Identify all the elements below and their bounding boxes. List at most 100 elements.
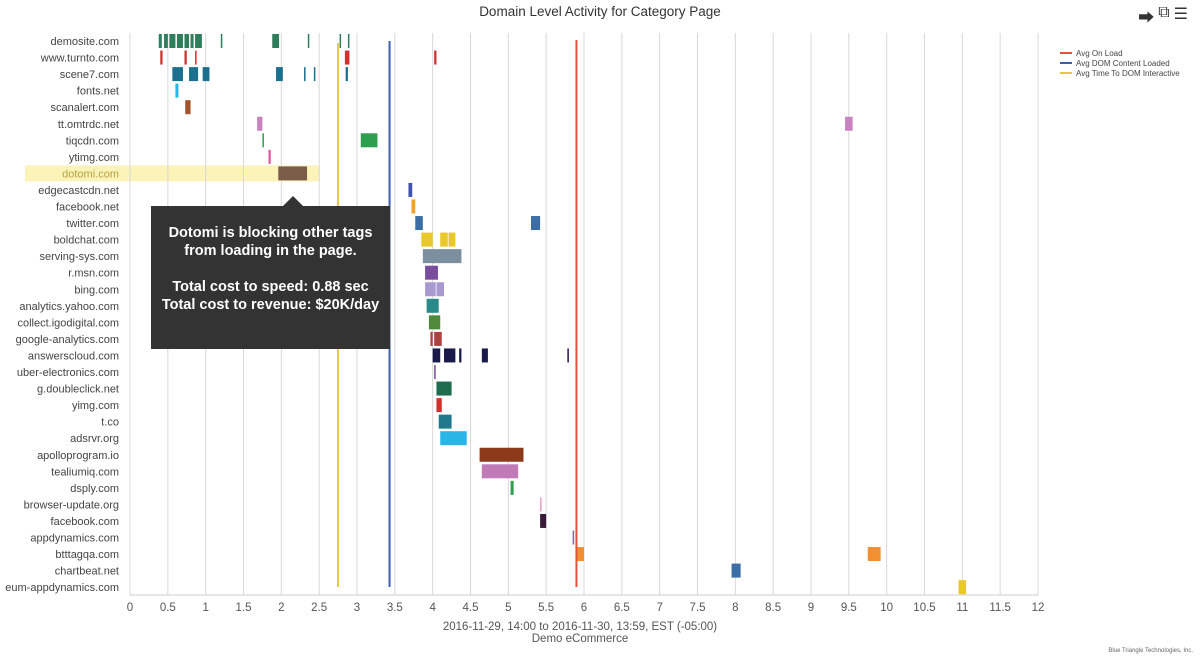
domain-label: g.doubleclick.net (37, 384, 119, 396)
activity-bar (481, 464, 519, 479)
chart-toolbar: ⮕ ⧉ ☰ (1138, 4, 1188, 28)
activity-bar (436, 282, 445, 297)
activity-bar (347, 34, 350, 48)
activity-bar (189, 67, 199, 82)
dotomi-tooltip: Dotomi is blocking other tags from loadi… (151, 196, 390, 349)
activity-bar (448, 232, 456, 247)
x-tick-label: 1.5 (236, 602, 252, 614)
activity-bar (272, 34, 280, 48)
activity-bar (175, 83, 179, 98)
tooltip-speed-cost: Total cost to speed: 0.88 sec (172, 279, 369, 295)
tooltip-message: Dotomi is blocking other tags from loadi… (168, 225, 373, 259)
activity-bar (481, 348, 488, 363)
tooltip-revenue-cost: Total cost to revenue: $20K/day (161, 297, 380, 313)
activity-bar (572, 530, 575, 545)
domain-label: edgecastcdn.net (38, 185, 119, 197)
activity-bar (278, 166, 308, 181)
activity-bar (220, 34, 223, 48)
x-tick-label: 6 (581, 602, 587, 614)
activity-bar (195, 50, 197, 65)
x-tick-label: 0.5 (160, 602, 176, 614)
domain-label: apolloprogram.io (37, 450, 119, 462)
activity-bar (425, 265, 438, 280)
activity-bar (195, 34, 202, 48)
activity-bar (540, 513, 547, 528)
activity-bar (421, 232, 433, 247)
menu-icon[interactable]: ☰ (1173, 6, 1188, 23)
x-tick-label: 4 (429, 602, 436, 614)
activity-bar (422, 249, 462, 264)
domain-label: tt.omtrdc.net (58, 119, 119, 131)
activity-bar (164, 34, 168, 48)
x-tick-label: 8 (732, 602, 738, 614)
external-link-icon[interactable]: ⧉ (1158, 4, 1170, 21)
domain-label: r.msn.com (68, 268, 119, 280)
domain-label: fonts.net (77, 86, 119, 98)
activity-bar (408, 182, 413, 197)
activity-bar (510, 480, 514, 495)
domain-label: scanalert.com (51, 102, 119, 114)
activity-bar (436, 398, 442, 413)
activity-bar (184, 50, 187, 65)
x-tick-label: 9 (808, 602, 814, 614)
x-tick-label: 3.5 (387, 602, 403, 614)
domain-label: analytics.yahoo.com (19, 301, 119, 313)
activity-bar (436, 381, 452, 396)
x-tick-label: 10 (880, 602, 893, 614)
activity-bar (202, 67, 210, 82)
activity-bar (425, 282, 436, 297)
domain-label: bing.com (74, 284, 119, 296)
activity-bar (345, 67, 348, 82)
activity-bar (411, 199, 416, 214)
x-axis-label: 2016-11-29, 14:00 to 2016-11-30, 13:59, … (443, 621, 717, 633)
activity-bar (339, 34, 342, 48)
domain-label: ytimg.com (69, 152, 119, 164)
domain-label: google-analytics.com (16, 334, 119, 346)
legend-label: Avg Time To DOM Interactive (1076, 69, 1180, 78)
x-tick-label: 9.5 (841, 602, 857, 614)
activity-bar (426, 298, 439, 313)
x-tick-label: 3 (354, 602, 360, 614)
domain-label: dotomi.com (62, 168, 119, 180)
domain-label: collect.igodigital.com (18, 317, 120, 329)
domain-label: serving-sys.com (40, 251, 119, 263)
x-tick-label: 12 (1032, 602, 1045, 614)
x-tick-label: 6.5 (614, 602, 630, 614)
activity-bar (360, 133, 378, 148)
activity-bar (307, 34, 310, 48)
domain-label: browser-update.org (24, 499, 119, 511)
activity-bar (430, 331, 433, 346)
domain-label: eum-appdynamics.com (5, 582, 119, 594)
domain-label: tealiumiq.com (51, 466, 119, 478)
activity-bar (958, 580, 967, 595)
activity-bar (438, 414, 452, 429)
credit-text: Blue Triangle Technologies, Inc. (1108, 648, 1193, 654)
share-icon[interactable]: ⮕ (1138, 10, 1155, 27)
activity-bar (268, 149, 271, 164)
activity-bar (176, 34, 183, 48)
x-tick-label: 4.5 (463, 602, 479, 614)
domain-label: t.co (101, 417, 119, 429)
domain-label: appdynamics.com (30, 533, 119, 545)
x-tick-label: 10.5 (913, 602, 935, 614)
activity-bar (313, 67, 316, 82)
domain-label: facebook.net (56, 202, 119, 214)
domain-label: www.turnto.com (40, 53, 119, 65)
activity-bar (434, 50, 437, 65)
x-tick-label: 2 (278, 602, 284, 614)
domain-label: uber-electronics.com (17, 367, 119, 379)
activity-bar (731, 563, 741, 578)
domain-label: btttagqa.com (55, 549, 119, 561)
activity-bar (867, 547, 881, 562)
chart-title: Domain Level Activity for Category Page (479, 4, 721, 19)
legend-label: Avg On Load (1076, 49, 1123, 58)
activity-bar (845, 116, 853, 131)
x-axis-sublabel: Demo eCommerce (532, 633, 629, 645)
activity-bar (415, 216, 423, 231)
x-tick-label: 0 (127, 602, 133, 614)
activity-bar (567, 348, 569, 363)
domain-label: twitter.com (66, 218, 119, 230)
x-tick-label: 11.5 (989, 602, 1011, 614)
